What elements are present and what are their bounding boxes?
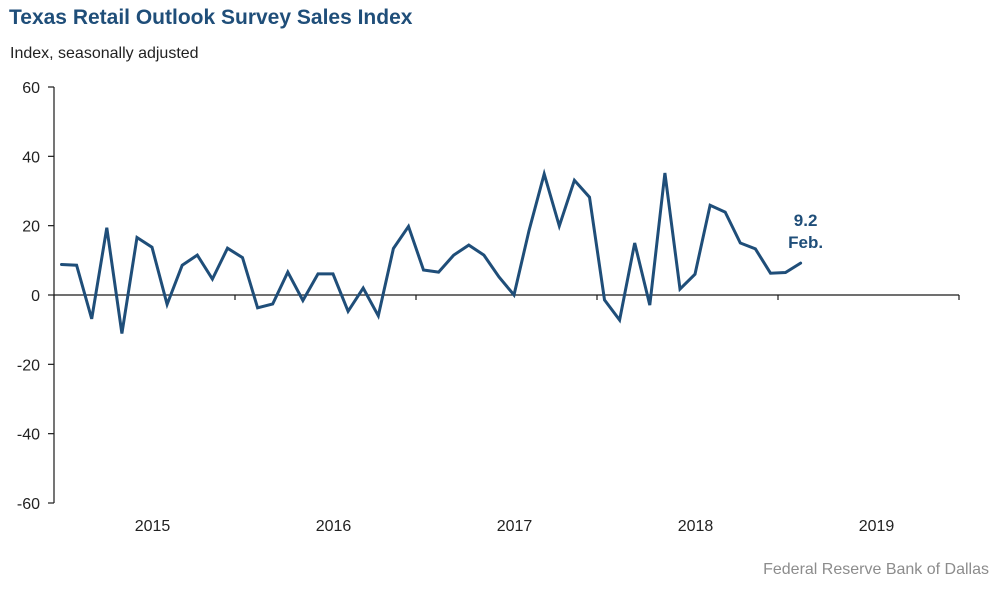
x-tick-label: 2017 [497, 518, 533, 535]
y-tick-label: -40 [17, 427, 40, 444]
x-tick-label: 2018 [678, 518, 714, 535]
y-tick-label: -60 [17, 496, 40, 513]
chart-subtitle: Index, seasonally adjusted [10, 45, 199, 62]
y-tick-label: 0 [31, 288, 40, 305]
series-layer [60, 168, 803, 334]
x-tick-label: 2019 [859, 518, 895, 535]
annotation-label: Feb. [788, 233, 823, 252]
y-tick-label: 20 [22, 219, 40, 236]
series-line [60, 168, 803, 334]
x-axis: 2015 2016 2017 2018 2019 [53, 294, 960, 535]
chart-title: Texas Retail Outlook Survey Sales Index [9, 6, 413, 29]
x-tick-label: 2015 [135, 518, 171, 535]
annotation-value: 9.2 [794, 211, 818, 230]
y-tick-label: 40 [22, 149, 40, 166]
x-tick-label: 2016 [316, 518, 352, 535]
y-tick-label: -20 [17, 357, 40, 374]
source-credit: Federal Reserve Bank of Dallas [763, 561, 989, 578]
y-tick-label: 60 [22, 80, 40, 97]
annotations-layer: 9.2 Feb. [788, 211, 823, 252]
y-axis: 60 40 20 0 -20 -40 -60 [17, 80, 55, 513]
